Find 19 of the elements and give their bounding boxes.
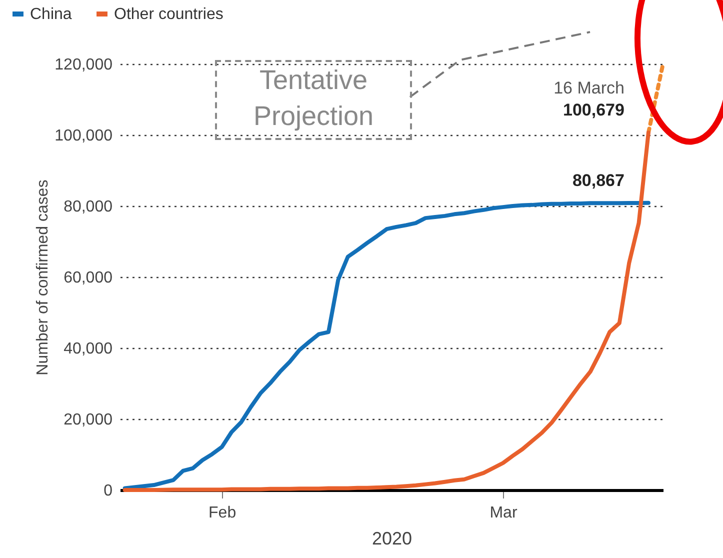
y-axis-title: Number of confirmed cases: [34, 180, 52, 376]
y-tick-label: 100,000: [54, 128, 113, 144]
y-tick-label: 80,000: [64, 198, 113, 216]
x-axis-title: 2020: [372, 528, 412, 548]
line-series: [122, 130, 650, 492]
y-tick-label: 40,000: [64, 340, 113, 358]
line-series: [122, 200, 650, 490]
x-tick-label: Feb: [208, 504, 236, 522]
y-tick-label: 0: [104, 482, 113, 500]
legend-label: Other countries: [114, 6, 224, 23]
annotation: Tentative Projection: [215, 60, 412, 140]
annotation: 100,679: [563, 100, 624, 120]
y-tick-label: 60,000: [64, 270, 113, 286]
legend-label: China: [30, 6, 72, 23]
annotation: 16 March: [554, 78, 624, 98]
y-tick-label: 120,000: [54, 56, 113, 74]
annotation: 80,867: [572, 170, 624, 190]
x-tick-label: Mar: [490, 504, 518, 522]
y-tick-label: 20,000: [64, 412, 113, 428]
